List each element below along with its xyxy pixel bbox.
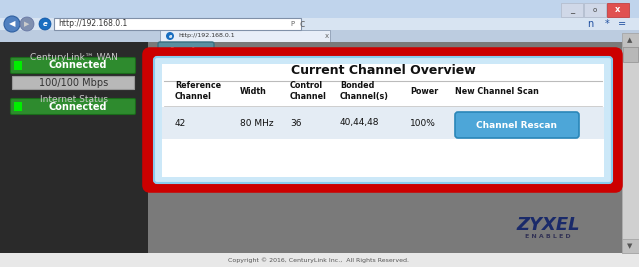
Text: 80 MHz: 80 MHz xyxy=(240,119,273,128)
Text: ◀: ◀ xyxy=(9,19,15,29)
Text: 40,44,48: 40,44,48 xyxy=(340,119,380,128)
Bar xyxy=(607,3,629,17)
Text: _: _ xyxy=(570,6,574,14)
Text: o: o xyxy=(593,7,597,13)
Bar xyxy=(0,0,639,19)
Text: 100/100 Mbps: 100/100 Mbps xyxy=(40,77,109,88)
Text: Channel Rescan: Channel Rescan xyxy=(477,120,557,129)
Bar xyxy=(0,18,639,30)
FancyBboxPatch shape xyxy=(145,50,620,190)
Text: E N A B L E D: E N A B L E D xyxy=(525,234,571,239)
Text: Internet Status: Internet Status xyxy=(40,95,108,104)
Text: Connected: Connected xyxy=(49,101,107,112)
Circle shape xyxy=(166,32,174,40)
Bar xyxy=(162,107,604,139)
Text: =: = xyxy=(618,19,626,29)
FancyBboxPatch shape xyxy=(154,57,612,183)
Text: Bonded
Channel(s): Bonded Channel(s) xyxy=(340,81,389,101)
FancyBboxPatch shape xyxy=(455,112,579,138)
Text: P: P xyxy=(290,21,294,27)
Text: Reference
Channel: Reference Channel xyxy=(175,81,221,101)
Bar xyxy=(622,42,639,253)
Text: e: e xyxy=(168,33,172,38)
Text: e: e xyxy=(43,21,47,27)
Circle shape xyxy=(39,18,51,30)
Text: ▼: ▼ xyxy=(627,243,633,249)
Text: 36: 36 xyxy=(290,119,302,128)
Bar xyxy=(0,253,639,267)
FancyBboxPatch shape xyxy=(10,57,135,73)
Bar xyxy=(561,3,583,17)
Bar xyxy=(623,47,638,62)
Text: Power: Power xyxy=(410,87,438,96)
FancyBboxPatch shape xyxy=(12,76,134,89)
Text: Current Channel Overview: Current Channel Overview xyxy=(291,65,475,77)
Bar xyxy=(162,64,604,177)
Text: ▶: ▶ xyxy=(24,21,29,27)
Circle shape xyxy=(20,17,34,31)
Text: c: c xyxy=(299,19,305,29)
Bar xyxy=(0,42,148,253)
Text: x: x xyxy=(325,33,329,39)
Text: New Channel Scan: New Channel Scan xyxy=(455,87,539,96)
FancyBboxPatch shape xyxy=(158,42,214,62)
Bar xyxy=(622,239,639,253)
FancyBboxPatch shape xyxy=(54,18,301,30)
Text: Connected: Connected xyxy=(49,61,107,70)
Text: *: * xyxy=(604,19,610,29)
Text: 42: 42 xyxy=(175,119,186,128)
Text: n: n xyxy=(587,19,593,29)
Bar xyxy=(14,102,22,111)
Text: ▲: ▲ xyxy=(627,37,633,43)
Text: ZYXEL: ZYXEL xyxy=(516,216,580,234)
Text: http://192.168.0.1: http://192.168.0.1 xyxy=(178,33,235,38)
Text: CenturyLink™ WAN: CenturyLink™ WAN xyxy=(30,53,118,61)
Bar xyxy=(584,3,606,17)
Text: http://192.168.0.1: http://192.168.0.1 xyxy=(58,19,127,29)
Bar xyxy=(0,42,639,253)
Bar xyxy=(622,33,639,47)
FancyBboxPatch shape xyxy=(160,30,330,42)
Bar xyxy=(0,30,639,42)
FancyBboxPatch shape xyxy=(10,99,135,115)
Text: x: x xyxy=(615,6,620,14)
Text: Width: Width xyxy=(240,87,267,96)
Text: Control
Channel: Control Channel xyxy=(290,81,327,101)
Text: Copyright © 2016, CenturyLink Inc.,  All Rights Reserved.: Copyright © 2016, CenturyLink Inc., All … xyxy=(229,257,410,263)
Bar xyxy=(14,61,22,70)
Text: 100%: 100% xyxy=(410,119,436,128)
Circle shape xyxy=(4,16,20,32)
Text: Apply: Apply xyxy=(168,47,204,57)
